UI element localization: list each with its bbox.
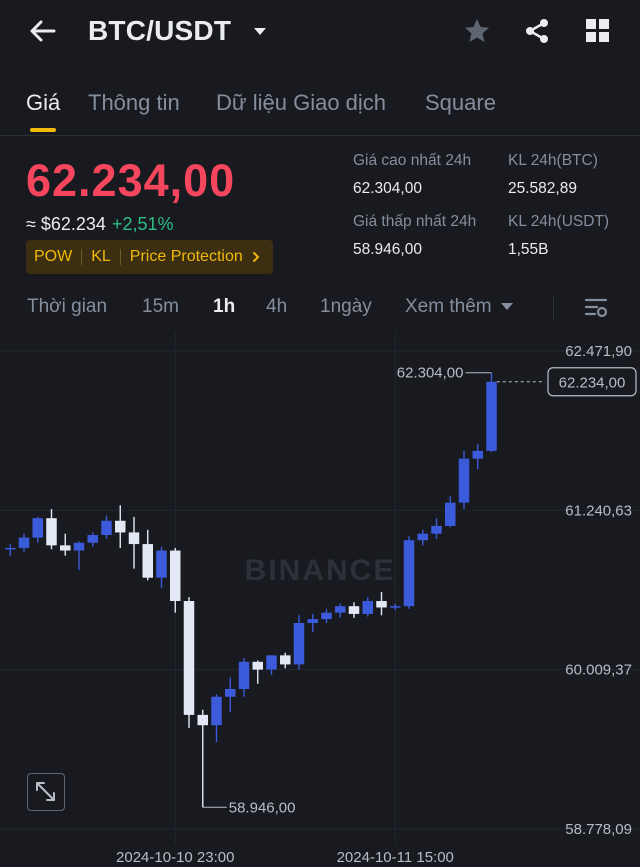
high-24h-label: Giá cao nhất 24h bbox=[353, 152, 472, 169]
divider bbox=[553, 296, 554, 320]
candle-body bbox=[348, 606, 360, 614]
tag-separator bbox=[119, 249, 121, 265]
candle-body bbox=[87, 535, 98, 543]
active-tab-indicator bbox=[30, 128, 56, 132]
price-change-percent: +2,51% bbox=[111, 214, 174, 234]
chart-gridlines bbox=[0, 331, 640, 845]
candle-body bbox=[115, 520, 126, 533]
candle-body bbox=[362, 600, 373, 614]
price-axis: 62.471,90 61.240,63 60.009,37 58.778,09 bbox=[565, 343, 632, 838]
candle-body bbox=[101, 520, 112, 536]
candle-body bbox=[142, 544, 153, 578]
tag-kl[interactable]: KL bbox=[91, 248, 111, 265]
share-icon[interactable] bbox=[522, 16, 552, 46]
candle-body bbox=[73, 542, 85, 551]
volume-btc-value: 25.582,89 bbox=[508, 180, 577, 197]
candle-body bbox=[183, 600, 195, 715]
interval-1day[interactable]: 1ngày bbox=[320, 296, 372, 317]
tag-price-protection[interactable]: Price Protection bbox=[129, 248, 243, 265]
price-tick-label: 61.240,63 bbox=[565, 502, 632, 519]
candle-body bbox=[211, 696, 222, 726]
back-arrow-icon[interactable] bbox=[26, 14, 60, 48]
tag-separator bbox=[81, 249, 83, 265]
candle-body bbox=[376, 600, 387, 608]
tag-pow[interactable]: POW bbox=[34, 248, 73, 265]
candle-body bbox=[5, 547, 16, 550]
expand-icon bbox=[36, 782, 55, 801]
top-bar: BTC/USDT bbox=[0, 0, 640, 64]
low-24h-value: 58.946,00 bbox=[353, 241, 422, 258]
time-tick-label: 2024-10-11 15:00 bbox=[337, 849, 454, 866]
interval-more[interactable]: Xem thêm bbox=[405, 296, 515, 318]
candle-body bbox=[458, 458, 470, 503]
interval-4h[interactable]: 4h bbox=[266, 296, 288, 317]
candle-body bbox=[156, 550, 167, 578]
volume-btc-label: KL 24h(BTC) bbox=[508, 152, 598, 169]
candle-body bbox=[238, 661, 250, 689]
usd-equivalent-value: ≈ $62.234 bbox=[26, 214, 106, 234]
candle-body bbox=[18, 537, 30, 548]
time-axis: 2024-10-10 23:00 2024-10-11 15:00 bbox=[116, 849, 454, 866]
volume-usdt-value: 1,55B bbox=[508, 241, 549, 258]
price-markers: 62.304,00 58.946,00 62.234,00 bbox=[202, 365, 637, 816]
price-tick-label: 62.471,90 bbox=[565, 343, 632, 360]
candle-body bbox=[252, 661, 263, 670]
candle-body bbox=[170, 550, 181, 601]
candle-body bbox=[32, 518, 43, 538]
candle-body bbox=[335, 606, 346, 613]
grid-icon[interactable] bbox=[583, 16, 613, 46]
tab-price[interactable]: Giá bbox=[26, 90, 61, 115]
price-tick-label: 60.009,37 bbox=[565, 662, 632, 679]
candle-body bbox=[321, 612, 332, 620]
asset-tags[interactable]: POW KL Price Protection bbox=[26, 240, 273, 274]
candle-body bbox=[128, 532, 140, 545]
candle-body bbox=[417, 533, 428, 541]
candle-body bbox=[293, 622, 305, 665]
tab-bar: Giá Thông tin Dữ liệu Giao dịch Square bbox=[0, 80, 640, 136]
tab-trading-data[interactable]: Dữ liệu Giao dịch bbox=[216, 90, 387, 115]
last-price-label: 62.234,00 bbox=[559, 374, 626, 391]
candle-body bbox=[472, 450, 483, 459]
candlestick-chart[interactable]: BINANCE 62.471,90 61.240,63 60.009,37 58.77… bbox=[0, 330, 640, 867]
candle-body bbox=[280, 655, 291, 665]
volume-usdt-label: KL 24h(USDT) bbox=[508, 213, 610, 230]
more-label: Xem thêm bbox=[405, 296, 492, 317]
price-tick-label: 58.778,09 bbox=[565, 821, 632, 838]
tab-square[interactable]: Square bbox=[425, 90, 496, 115]
candle-body bbox=[307, 619, 318, 623]
interval-1h[interactable]: 1h bbox=[213, 296, 236, 317]
high-marker-label: 62.304,00 bbox=[397, 365, 464, 382]
candle-body bbox=[225, 688, 236, 697]
interval-15m[interactable]: 15m bbox=[142, 296, 179, 317]
low-24h-label: Giá thấp nhất 24h bbox=[353, 213, 477, 230]
candle-body bbox=[197, 714, 208, 726]
trading-pair-title[interactable]: BTC/USDT bbox=[88, 15, 232, 46]
price-usd-equivalent: ≈ $62.234 +2,51% bbox=[26, 214, 174, 235]
interval-selector: Thời gian 15m 1h 4h 1ngày Xem thêm bbox=[0, 290, 640, 326]
last-price: 62.234,00 bbox=[26, 155, 236, 206]
binance-watermark: BINANCE bbox=[245, 554, 396, 587]
expand-chart-button[interactable] bbox=[27, 773, 65, 811]
candles-group bbox=[5, 372, 497, 808]
chart-settings-icon[interactable] bbox=[584, 296, 608, 320]
dropdown-caret-icon[interactable] bbox=[250, 22, 270, 42]
chevron-right-icon bbox=[252, 252, 260, 262]
last-price-box bbox=[547, 367, 637, 397]
low-marker-label: 58.946,00 bbox=[229, 799, 296, 816]
candle-body bbox=[486, 381, 497, 451]
high-24h-value: 62.304,00 bbox=[353, 180, 422, 197]
candle-body bbox=[390, 606, 401, 608]
candle-body bbox=[266, 655, 277, 670]
candle-body bbox=[431, 525, 442, 534]
interval-time[interactable]: Thời gian bbox=[27, 296, 108, 317]
candle-body bbox=[46, 518, 57, 546]
star-icon[interactable] bbox=[462, 16, 492, 46]
dropdown-caret-icon bbox=[500, 303, 513, 310]
candle-body bbox=[403, 540, 415, 607]
time-tick-label: 2024-10-10 23:00 bbox=[116, 849, 234, 866]
candle-body bbox=[445, 502, 456, 526]
candle-body bbox=[60, 545, 71, 551]
tab-info[interactable]: Thông tin bbox=[88, 90, 180, 115]
